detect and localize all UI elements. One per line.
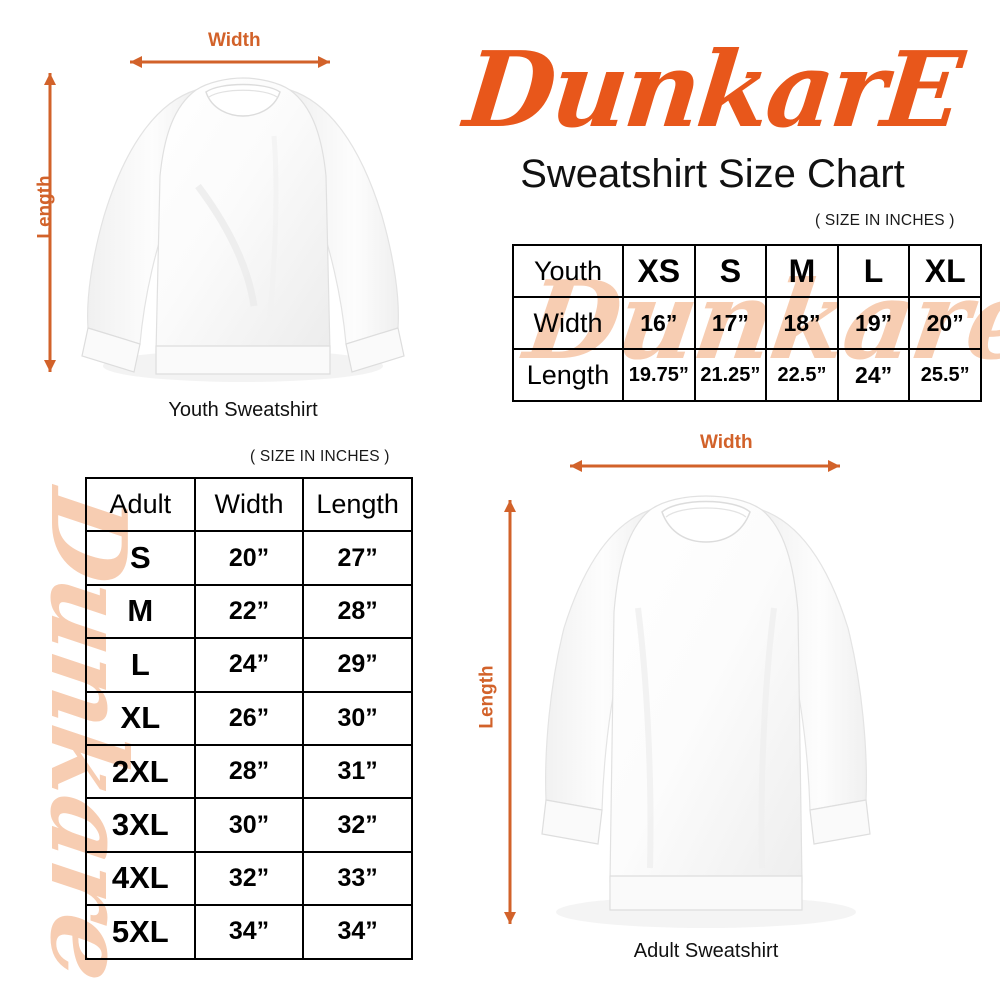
adult-width-arrow <box>570 460 840 472</box>
adult-size-7: 5XL <box>85 904 196 960</box>
adult-width-label: Width <box>700 432 753 453</box>
table-row-youth-sizes: Youth XS S M L XL <box>512 244 982 298</box>
adult-col-header-width: Width <box>193 476 305 533</box>
youth-length-l: 24” <box>836 348 911 402</box>
youth-length-m: 22.5” <box>765 348 839 402</box>
adult-width-3: 26” <box>193 690 305 746</box>
table-row-youth-width: Width 16” 17” 18” 19” 20” <box>512 296 982 350</box>
youth-row-header-size: Youth <box>512 244 624 298</box>
youth-sweatshirt-image <box>78 66 408 396</box>
adult-size-4: 2XL <box>85 743 196 800</box>
table-row: L 24” 29” <box>85 637 413 693</box>
adult-size-table: Adult Width Length S 20” 27” M 22” 28” L… <box>85 476 413 960</box>
adult-size-3: XL <box>85 690 196 746</box>
youth-width-s: 17” <box>693 296 768 350</box>
youth-length-xl: 25.5” <box>908 348 982 402</box>
youth-size-m: M <box>765 244 839 298</box>
youth-size-xs: XS <box>622 244 696 298</box>
adult-length-arrow <box>504 500 516 924</box>
adult-col-header-length: Length <box>302 476 413 533</box>
adult-size-5: 3XL <box>85 797 196 853</box>
youth-length-arrow <box>44 73 56 372</box>
table-row: 5XL 34” 34” <box>85 904 413 960</box>
table-row: 2XL 28” 31” <box>85 743 413 800</box>
table-row-youth-length: Length 19.75” 21.25” 22.5” 24” 25.5” <box>512 348 982 402</box>
youth-length-s: 21.25” <box>693 348 768 402</box>
youth-sweatshirt-caption: Youth Sweatshirt <box>168 399 318 421</box>
adult-col-header-size: Adult <box>85 476 196 533</box>
table-row: 4XL 32” 33” <box>85 850 413 907</box>
youth-size-xl: XL <box>908 244 982 298</box>
adult-length-label: Length <box>476 665 498 729</box>
youth-width-l: 19” <box>836 296 911 350</box>
table-row-adult-header: Adult Width Length <box>85 476 413 533</box>
youth-length-xs: 19.75” <box>622 348 696 402</box>
adult-sweatshirt-image <box>528 488 884 940</box>
adult-length-7: 34” <box>302 904 413 960</box>
adult-sweatshirt-svg <box>541 495 871 928</box>
brand-logo: DunkarE <box>459 28 966 151</box>
adult-sweatshirt-caption: Adult Sweatshirt <box>633 940 779 962</box>
table-row: S 20” 27” <box>85 530 413 586</box>
adult-width-1: 22” <box>193 583 305 640</box>
adult-size-6: 4XL <box>85 850 196 907</box>
youth-size-table: Youth XS S M L XL Width 16” 17” 18” 19” … <box>512 244 982 402</box>
adult-width-5: 30” <box>193 797 305 853</box>
adult-size-0: S <box>85 530 196 586</box>
youth-width-m: 18” <box>765 296 839 350</box>
youth-size-l: L <box>836 244 911 298</box>
adult-width-4: 28” <box>193 743 305 800</box>
youth-units-note: ( SIZE IN INCHES ) <box>815 212 955 229</box>
youth-width-xs: 16” <box>622 296 696 350</box>
adult-width-7: 34” <box>193 904 305 960</box>
adult-length-2: 29” <box>302 637 413 693</box>
adult-units-note: ( SIZE IN INCHES ) <box>250 448 390 465</box>
adult-length-3: 30” <box>302 690 413 746</box>
adult-size-1: M <box>85 583 196 640</box>
adult-width-0: 20” <box>193 530 305 586</box>
table-row: 3XL 30” 32” <box>85 797 413 853</box>
adult-length-4: 31” <box>302 743 413 800</box>
youth-sweatshirt-svg <box>81 77 405 382</box>
youth-row-header-width: Width <box>512 296 624 350</box>
adult-size-2: L <box>85 637 196 693</box>
youth-width-label: Width <box>208 30 261 51</box>
adult-width-2: 24” <box>193 637 305 693</box>
youth-size-s: S <box>693 244 768 298</box>
youth-width-xl: 20” <box>908 296 982 350</box>
table-row: M 22” 28” <box>85 583 413 640</box>
adult-length-0: 27” <box>302 530 413 586</box>
table-row: XL 26” 30” <box>85 690 413 746</box>
adult-length-1: 28” <box>302 583 413 640</box>
youth-row-header-length: Length <box>512 348 624 402</box>
youth-width-arrow <box>130 56 330 68</box>
adult-length-6: 33” <box>302 850 413 907</box>
youth-length-label: Length <box>34 175 56 239</box>
adult-width-6: 32” <box>193 850 305 907</box>
adult-length-5: 32” <box>302 797 413 853</box>
page-title: Sweatshirt Size Chart <box>520 152 905 196</box>
